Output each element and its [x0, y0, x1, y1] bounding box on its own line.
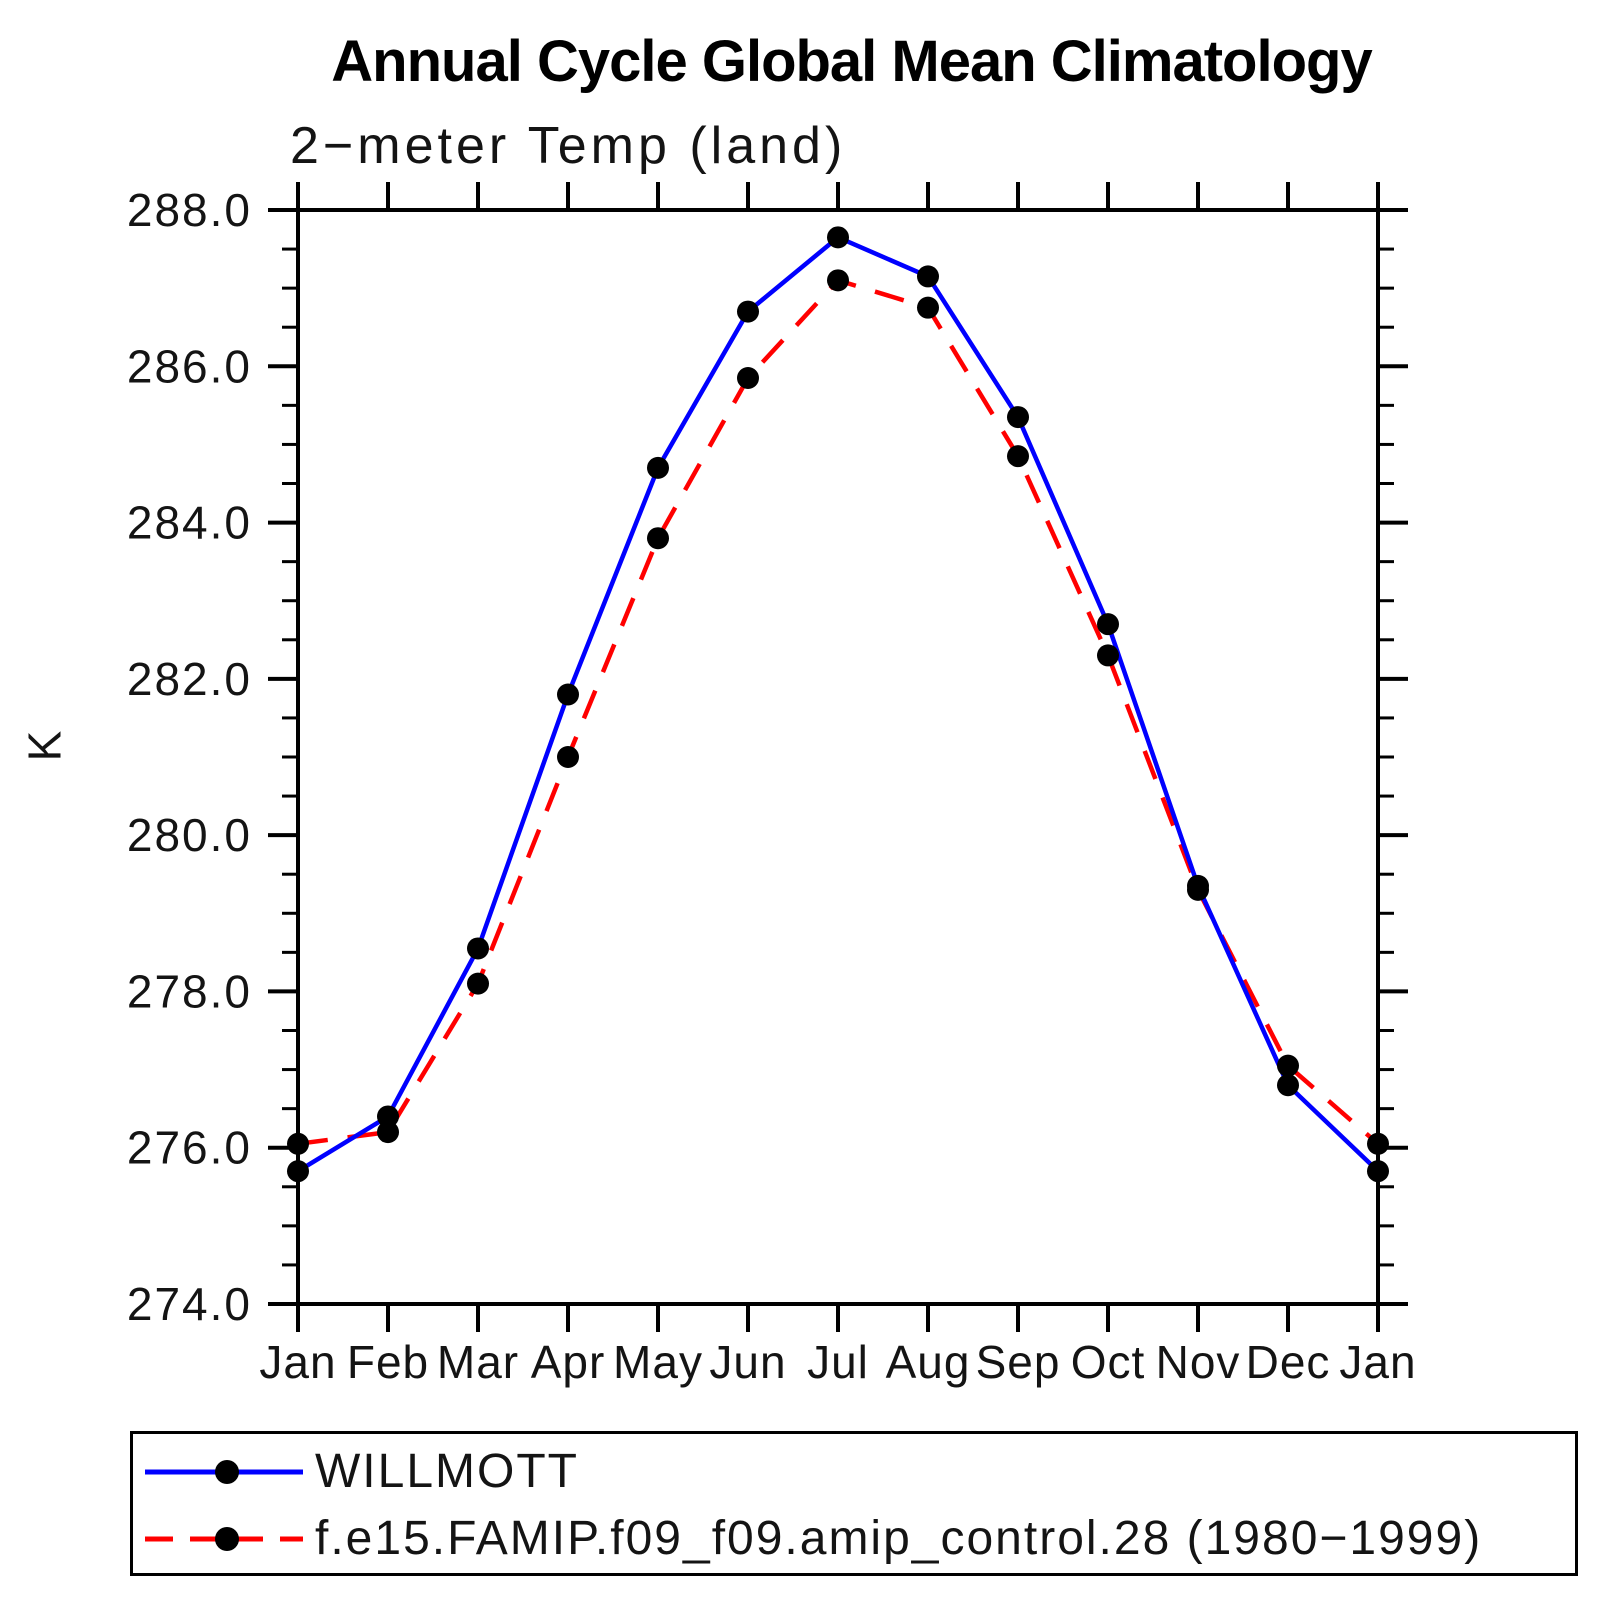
chart-subtitle: 2−meter Temp (land): [290, 117, 847, 175]
data-point-marker: [1277, 1054, 1299, 1077]
data-point-marker: [917, 296, 939, 319]
x-tick-label: Nov: [1156, 1336, 1241, 1388]
legend-entry-willmott: WILLMOTT: [141, 1445, 579, 1498]
data-point-marker: [827, 269, 849, 292]
data-point-marker: [737, 367, 759, 390]
data-point-marker: [1277, 1074, 1299, 1097]
x-tick-label: Oct: [1071, 1336, 1146, 1388]
series-line-model: [297, 277, 1380, 1147]
x-tick-label: Jun: [709, 1336, 786, 1388]
data-point-marker: [827, 226, 849, 249]
x-tick-label: Sep: [976, 1336, 1061, 1388]
data-point-marker: [287, 1132, 309, 1155]
data-point-marker: [1097, 644, 1119, 667]
legend-label-model: f.e15.FAMIP.f09_f09.amip_control.28 (198…: [315, 1512, 1483, 1565]
x-tick-label: Aug: [886, 1336, 971, 1388]
data-point-marker: [287, 1160, 309, 1183]
legend: WILLMOTT f.e15.FAMIP.f09_f09.amip_contro…: [130, 1431, 1578, 1576]
y-tick-label: 280.0: [127, 809, 252, 861]
x-tick-label: Apr: [531, 1336, 606, 1388]
y-tick-label: 284.0: [127, 497, 252, 549]
plot-frame: [296, 208, 1380, 1306]
data-point-marker: [557, 746, 579, 768]
chart-title: Annual Cycle Global Mean Climatology: [331, 29, 1372, 94]
data-point-marker: [1097, 613, 1119, 636]
data-point-marker: [917, 265, 939, 288]
data-point-marker: [467, 937, 489, 960]
data-point-marker: [647, 456, 669, 479]
data-point-marker: [377, 1121, 399, 1144]
x-tick-label: Feb: [347, 1336, 429, 1388]
legend-entry-model: f.e15.FAMIP.f09_f09.amip_control.28 (198…: [141, 1512, 1483, 1565]
data-point-marker: [557, 683, 579, 706]
legend-label-willmott: WILLMOTT: [315, 1445, 579, 1498]
data-point-marker: [1007, 406, 1029, 429]
y-tick-label: 274.0: [127, 1278, 252, 1330]
data-point-marker: [1187, 874, 1209, 897]
legend-sample-willmott: [145, 1460, 303, 1484]
data-point-marker: [647, 527, 669, 550]
y-tick-label: 288.0: [127, 184, 252, 236]
legend-marker-icon: [215, 1460, 239, 1484]
y-tick-label: 278.0: [127, 965, 252, 1017]
x-tick-label: Jul: [807, 1336, 869, 1388]
data-point-marker: [377, 1105, 399, 1128]
data-point-marker: [467, 972, 489, 995]
x-tick-label: Mar: [437, 1336, 519, 1388]
legend-sample-model: [145, 1527, 303, 1551]
x-tick-label: Dec: [1246, 1336, 1331, 1388]
y-tick-label: 276.0: [127, 1122, 252, 1174]
data-point-marker: [1367, 1132, 1389, 1155]
y-tick-label: 286.0: [127, 340, 252, 392]
data-point-marker: [1367, 1160, 1389, 1183]
legend-marker-icon: [215, 1527, 239, 1551]
x-tick-label: Jan: [1339, 1336, 1416, 1388]
y-tick-label: 282.0: [127, 653, 252, 705]
data-point-marker: [1007, 445, 1029, 468]
data-point-marker: [737, 300, 759, 323]
series-line-willmott: [296, 234, 1380, 1174]
x-tick-label: May: [613, 1336, 703, 1388]
x-tick-label: Jan: [259, 1336, 336, 1388]
